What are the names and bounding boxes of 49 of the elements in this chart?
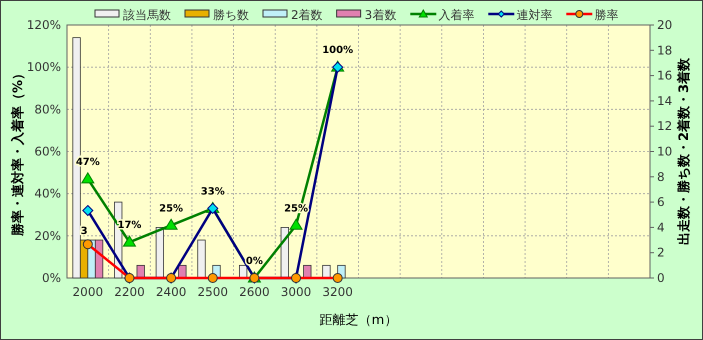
x-tick-label: 3200 (322, 285, 353, 299)
legend-label: 3着数 (364, 8, 396, 22)
legend-label: 勝率 (594, 8, 618, 22)
x-tick-label: 2500 (197, 285, 228, 299)
legend-label: 2着数 (291, 8, 323, 22)
point (122, 236, 136, 247)
x-tick-label: 2000 (72, 285, 104, 299)
point (290, 218, 303, 230)
y2-tick-label: 16 (657, 68, 672, 83)
y2-tick-label: 4 (657, 220, 665, 234)
data-label: 0% (246, 256, 263, 267)
y-axis-title: 勝率・連対率・入着率（%） (10, 66, 26, 238)
bar (136, 264, 145, 278)
y2-tick-label: 8 (657, 170, 665, 184)
y-tick-label: 40% (34, 186, 61, 201)
point (82, 205, 94, 216)
bar (156, 227, 164, 278)
y2-tick-label: 0 (657, 271, 665, 285)
x-tick-label: 2200 (114, 285, 145, 299)
y-tick-label: 100% (26, 60, 61, 74)
y2-tick-label: 2 (657, 246, 665, 260)
data-label: 25% (159, 203, 184, 214)
y2-tick-label: 14 (657, 94, 672, 108)
y2-tick-label: 10 (657, 144, 672, 158)
y-tick-label: 120% (26, 18, 61, 32)
y2-axis-title: 出走数・勝ち数・2着数・3着数 (676, 56, 692, 246)
x-tick-label: 2600 (239, 285, 270, 299)
bar (303, 264, 312, 278)
legend-label: 連対率 (516, 8, 552, 22)
x-axis-title: 距離芝（m） (320, 313, 398, 328)
data-label: 33% (200, 186, 225, 198)
bar (197, 240, 206, 278)
y-tick-label: 20% (34, 228, 61, 243)
y-tick-label: 80% (34, 102, 61, 116)
legend-label: 該当馬数 (123, 8, 171, 22)
x-tick-label: 3000 (280, 285, 312, 299)
y2-tick-label: 20 (657, 18, 672, 32)
point (81, 172, 94, 184)
point (164, 218, 178, 230)
y2-tick-label: 6 (657, 195, 665, 210)
y2-tick-label: 18 (657, 43, 672, 58)
y2-tick-label: 12 (657, 119, 672, 134)
legend-label: 入着率 (438, 8, 474, 22)
x-tick-label: 2400 (156, 285, 186, 299)
data-label: 3 (80, 226, 88, 238)
data-label: 100% (322, 45, 354, 56)
legend-label: 勝ち数 (213, 8, 249, 22)
y-tick-label: 60% (34, 144, 61, 158)
y-tick-label: 0% (42, 271, 61, 285)
